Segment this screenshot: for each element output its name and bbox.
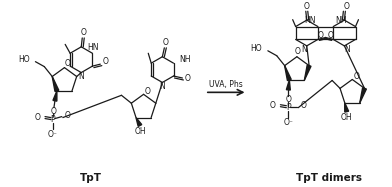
Polygon shape bbox=[287, 80, 290, 90]
Text: NH: NH bbox=[180, 55, 191, 64]
Text: O: O bbox=[318, 31, 323, 40]
Polygon shape bbox=[53, 91, 57, 101]
Text: P: P bbox=[51, 115, 55, 124]
Polygon shape bbox=[345, 103, 348, 112]
Polygon shape bbox=[305, 65, 311, 80]
Text: P: P bbox=[286, 103, 290, 112]
Text: HO: HO bbox=[250, 44, 262, 53]
Text: TpT: TpT bbox=[80, 173, 102, 183]
Text: O: O bbox=[64, 59, 70, 68]
Polygon shape bbox=[285, 66, 291, 81]
Text: N: N bbox=[78, 72, 84, 81]
Text: O: O bbox=[328, 31, 334, 40]
Text: O: O bbox=[51, 107, 57, 116]
Text: TpT dimers: TpT dimers bbox=[296, 173, 361, 183]
Text: N: N bbox=[160, 82, 165, 91]
Text: O: O bbox=[295, 47, 301, 56]
Text: O: O bbox=[270, 101, 276, 110]
Text: O: O bbox=[102, 57, 108, 66]
Polygon shape bbox=[360, 88, 367, 103]
Polygon shape bbox=[136, 118, 142, 126]
Text: O: O bbox=[300, 101, 306, 110]
Text: O: O bbox=[162, 38, 168, 47]
Text: O: O bbox=[80, 28, 86, 38]
Text: O: O bbox=[145, 87, 151, 96]
Text: O: O bbox=[285, 95, 291, 104]
Text: O: O bbox=[34, 113, 40, 122]
Text: O: O bbox=[184, 74, 190, 83]
Text: HN: HN bbox=[305, 16, 316, 25]
Text: OH: OH bbox=[134, 127, 146, 136]
Text: O: O bbox=[343, 2, 349, 11]
Text: N: N bbox=[345, 45, 350, 54]
Text: HN: HN bbox=[88, 43, 99, 52]
Text: O: O bbox=[353, 72, 359, 81]
Text: O⁻: O⁻ bbox=[48, 130, 58, 139]
Polygon shape bbox=[52, 76, 59, 91]
Text: O: O bbox=[65, 111, 71, 120]
Text: N: N bbox=[301, 45, 307, 54]
Text: UVA, Phs: UVA, Phs bbox=[209, 80, 243, 89]
Text: OH: OH bbox=[341, 113, 352, 122]
Text: NH: NH bbox=[335, 16, 347, 25]
Text: O⁻: O⁻ bbox=[283, 118, 293, 127]
Text: HO: HO bbox=[18, 55, 29, 64]
Text: O: O bbox=[304, 2, 310, 11]
